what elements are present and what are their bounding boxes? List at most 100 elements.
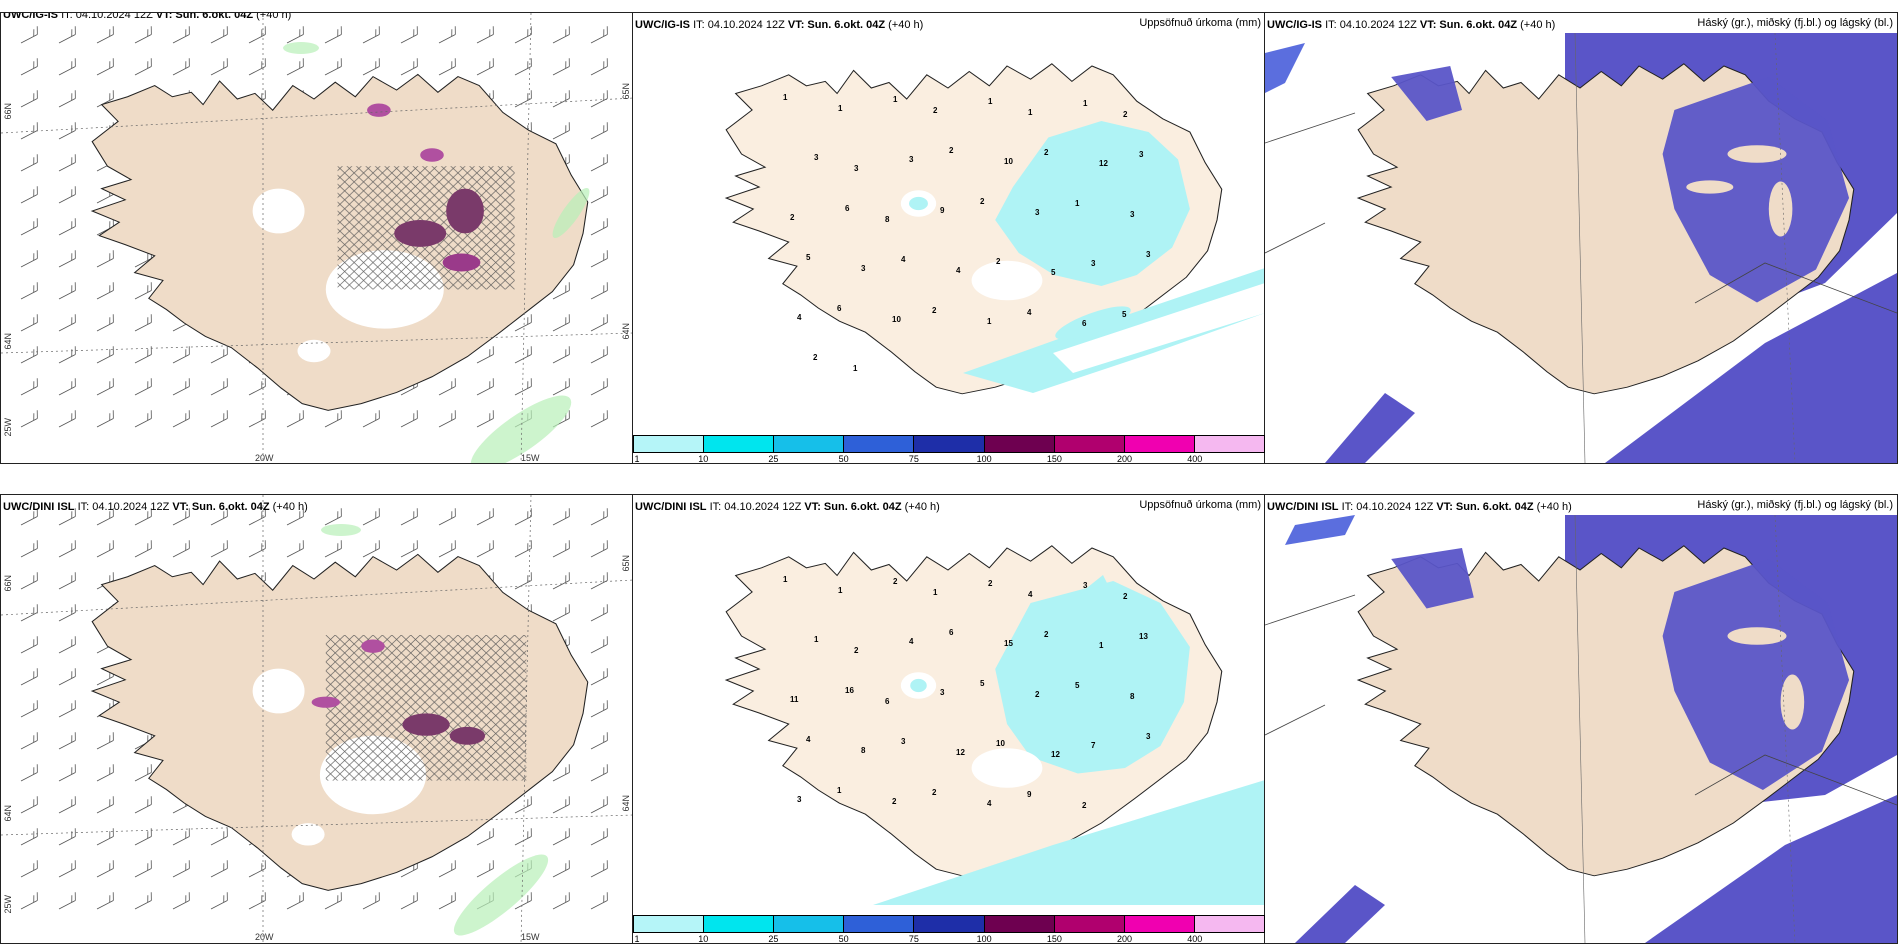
lon-label-15w-row2: 15W xyxy=(521,932,540,942)
precip-value-label: 2 xyxy=(854,646,859,655)
wind-map-row2 xyxy=(1,495,633,943)
wind-barb xyxy=(207,25,231,44)
wind-barb xyxy=(93,539,117,558)
wind-barb xyxy=(131,827,155,846)
precip-value-label: 2 xyxy=(1044,148,1049,157)
wind-panel-row1: UWC/IG-IS IT: 04.10.2024 12Z VT: Sun. 6.… xyxy=(0,12,634,464)
wind-barb xyxy=(435,539,459,558)
wind-barb xyxy=(55,891,79,910)
precip-value-label: 2 xyxy=(1035,690,1040,699)
wind-barb xyxy=(473,377,497,396)
cloud-map-row2 xyxy=(1265,514,1897,943)
lat-label-right-top-row1: 65N xyxy=(621,83,631,100)
wind-barb xyxy=(283,25,307,44)
wind-barb xyxy=(587,25,611,44)
wind-barb xyxy=(55,571,79,590)
wind-barb xyxy=(435,409,459,428)
wind-barb xyxy=(473,859,497,878)
precip-value-label: 1 xyxy=(1075,199,1080,208)
wind-barb xyxy=(169,377,193,396)
wind-barb xyxy=(549,539,573,558)
wind-barb xyxy=(511,377,535,396)
precip-colorbar-row2: 1 10 25 50 75 100 150 200 400 xyxy=(633,915,1265,943)
precip-value-label: 5 xyxy=(1122,310,1127,319)
wind-barb xyxy=(17,795,41,814)
wind-barb xyxy=(55,539,79,558)
precip-value-label: 8 xyxy=(861,746,866,755)
wind-barb xyxy=(587,699,611,718)
colorbar-cell xyxy=(914,436,985,452)
colorbar-tick: 50 xyxy=(838,934,849,944)
colorbar-cell xyxy=(984,916,1055,932)
cloud-panel-row2: UWC/DINI ISL IT: 04.10.2024 12Z VT: Sun.… xyxy=(1264,494,1898,944)
precip-value-label: 9 xyxy=(940,206,945,215)
wind-barb xyxy=(549,313,573,332)
wind-barb xyxy=(55,89,79,108)
colorbar-cell xyxy=(1194,916,1264,932)
wind-barb xyxy=(55,345,79,364)
precip-value-label: 3 xyxy=(1130,210,1135,219)
precip-panel-row1: UWC/IG-IS IT: 04.10.2024 12Z VT: Sun. 6.… xyxy=(632,12,1266,464)
lat-label-right-mid-row1: 64N xyxy=(621,323,631,340)
wind-barb xyxy=(283,539,307,558)
wind-barb xyxy=(55,699,79,718)
colorbar-tick: 100 xyxy=(976,454,992,464)
wind-barb xyxy=(169,859,193,878)
precip-value-label: 9 xyxy=(1027,790,1032,799)
precip-value-label: 1 xyxy=(783,93,788,102)
wind-barb xyxy=(169,25,193,44)
wind-barb xyxy=(397,507,421,526)
precip-value-label: 5 xyxy=(1051,268,1056,277)
precip-value-label: 3 xyxy=(861,264,866,273)
wind-barb xyxy=(359,25,383,44)
wind-barb xyxy=(55,281,79,300)
wind-barb xyxy=(473,25,497,44)
colorbar-tick: 25 xyxy=(768,934,779,944)
wind-barb xyxy=(549,507,573,526)
wind-barb xyxy=(587,827,611,846)
wind-barb xyxy=(17,57,41,76)
wind-barb xyxy=(397,25,421,44)
wind-barb xyxy=(169,539,193,558)
wind-barb xyxy=(549,891,573,910)
wind-barb xyxy=(207,377,231,396)
cloud-map-row1 xyxy=(1265,32,1897,463)
precip-value-label: 5 xyxy=(980,679,985,688)
wind-barb xyxy=(55,57,79,76)
wind-barb xyxy=(549,827,573,846)
precip-value-label: 2 xyxy=(949,146,954,155)
precip-value-label: 1 xyxy=(1028,108,1033,117)
colorbar-cell xyxy=(1054,916,1125,932)
precip-title-row1: Uppsöfnuð úrkoma (mm) xyxy=(1139,17,1261,29)
precip-value-label: 6 xyxy=(1082,319,1087,328)
wind-barb xyxy=(93,281,117,300)
wind-barb xyxy=(131,313,155,332)
precip-title-row2: Uppsöfnuð úrkoma (mm) xyxy=(1139,499,1261,511)
wind-barb xyxy=(435,25,459,44)
lon-label-25w-row2: 25W xyxy=(3,895,13,914)
wind-barb xyxy=(131,377,155,396)
lon-label-20w-row1: 20W xyxy=(255,453,274,463)
wind-barb xyxy=(359,57,383,76)
precip-value-label: 2 xyxy=(1044,630,1049,639)
wind-barb xyxy=(321,539,345,558)
cloud-title-row2: Háský (gr.), miðský (fj.bl.) og lágský (… xyxy=(1697,499,1893,511)
wind-map-row1: /* filled below */ xyxy=(1,13,633,463)
wind-barb xyxy=(55,217,79,236)
wind-barb xyxy=(17,891,41,910)
precip-value-label: 1 xyxy=(853,364,858,373)
wind-barb xyxy=(17,377,41,396)
wind-barb xyxy=(587,153,611,172)
precip-value-label: 1 xyxy=(783,575,788,584)
wind-barb xyxy=(587,859,611,878)
wind-barb xyxy=(549,89,573,108)
wind-barb xyxy=(587,539,611,558)
wind-barb xyxy=(169,827,193,846)
wind-barb xyxy=(17,409,41,428)
wind-barb xyxy=(435,377,459,396)
wind-barb xyxy=(55,409,79,428)
wind-barb xyxy=(587,313,611,332)
precip-value-label: 2 xyxy=(1123,592,1128,601)
wind-barb xyxy=(55,249,79,268)
precip-value-label: 3 xyxy=(909,155,914,164)
